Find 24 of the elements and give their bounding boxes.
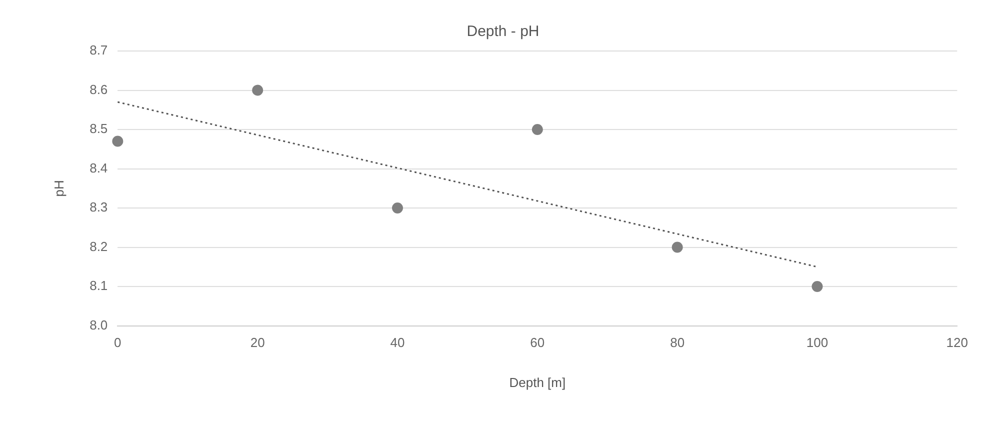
x-axis-title: Depth [m] [509,374,566,390]
y-axis-title: pH [51,180,66,197]
x-tick-label: 20 [250,335,265,350]
y-tick-label: 8.6 [90,82,108,97]
x-tick-label: 100 [806,335,828,350]
point [532,124,543,136]
x-tick-label: 0 [114,335,122,350]
x-tick-label: 40 [390,335,405,350]
y-tick-label: 8.7 [90,42,108,58]
x-tick-label: 120 [946,335,968,350]
chart-title: Depth - pH [466,23,540,40]
point [392,202,403,214]
x-tick-label: 60 [530,335,545,350]
y-tick-label: 8.0 [90,317,108,332]
y-tick-label: 8.5 [90,121,108,136]
y-tick-label: 8.2 [90,238,108,254]
point [812,281,823,292]
y-tick-label: 8.3 [90,200,108,215]
x-tick-label: 80 [670,335,685,350]
point [112,136,124,147]
point [252,84,264,96]
y-tick-label: 8.1 [90,278,108,294]
y-tick-label: 8.4 [90,160,108,176]
point [672,242,683,253]
